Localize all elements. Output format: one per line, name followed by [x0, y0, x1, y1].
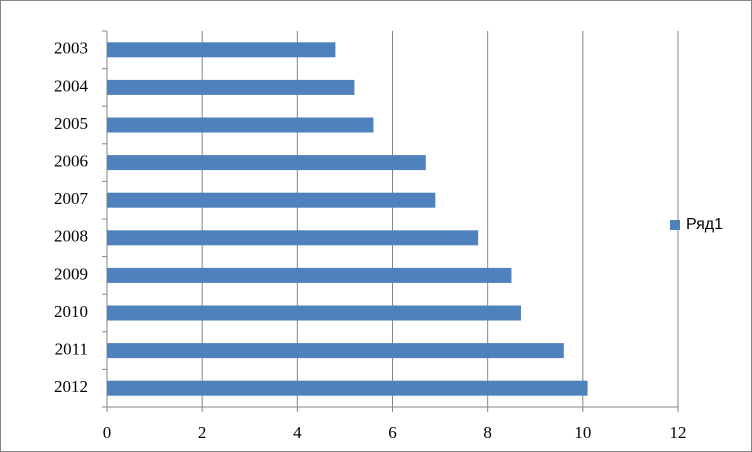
y-tick-label: 2012: [54, 377, 88, 396]
x-tick-label: 0: [103, 423, 112, 442]
y-tick-label: 2011: [55, 340, 88, 359]
bar: [107, 305, 521, 321]
legend-swatch: [670, 220, 680, 230]
x-tick-label: 10: [574, 423, 591, 442]
y-tick-label: 2005: [54, 114, 88, 133]
y-tick-label: 2008: [54, 227, 88, 246]
bar: [107, 42, 336, 58]
bar: [107, 117, 374, 133]
x-tick-label: 12: [670, 423, 687, 442]
y-tick-label: 2003: [54, 39, 88, 58]
x-tick-label: 4: [293, 423, 302, 442]
y-tick-label: 2007: [54, 189, 89, 208]
bar: [107, 79, 355, 95]
bar: [107, 343, 564, 359]
x-tick-label: 8: [483, 423, 492, 442]
x-tick-label: 2: [198, 423, 207, 442]
y-tick-label: 2009: [54, 264, 88, 283]
y-tick-label: 2010: [54, 302, 88, 321]
legend-text: Ряд1: [686, 216, 723, 233]
bar: [107, 230, 479, 246]
bar: [107, 155, 426, 171]
bar: [107, 267, 512, 283]
bar: [107, 380, 588, 396]
y-tick-label: 2006: [54, 152, 88, 171]
x-tick-label: 6: [388, 423, 397, 442]
bar: [107, 192, 436, 208]
y-tick-label: 2004: [54, 76, 89, 95]
